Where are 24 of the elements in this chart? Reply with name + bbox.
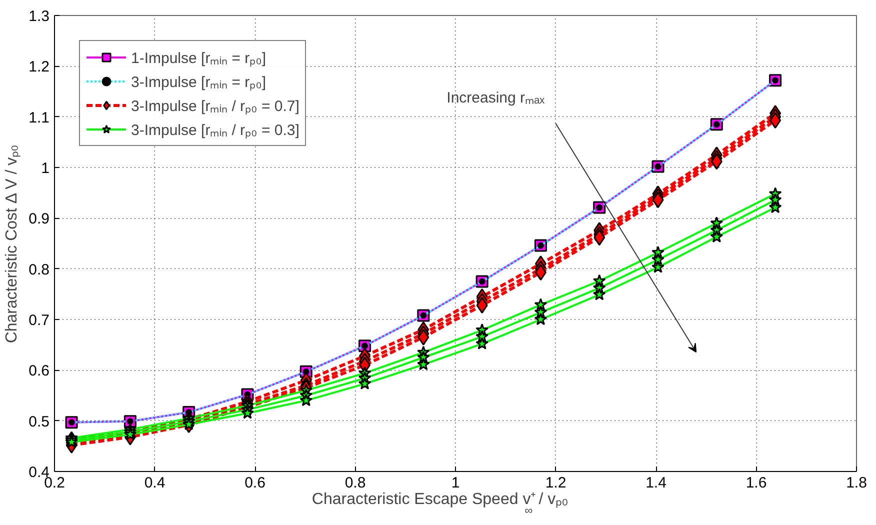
y-tick-label: 0.9	[28, 210, 50, 228]
y-tick-label: 0.8	[28, 261, 50, 278]
y-tick-label: 0.6	[28, 362, 50, 380]
y-tick-label: 1	[41, 160, 50, 177]
annotation: Increasing rₘₐₓ	[446, 90, 545, 107]
y-axis-title: Characteristic Cost Δ V / vₚ₀	[4, 144, 21, 344]
y-tick-label: 0.5	[28, 413, 50, 430]
x-tick-label: 1	[451, 474, 460, 492]
legend-label: 3-Impulse [rₘᵢₙ / rₚ₀ = 0.7]	[131, 97, 300, 115]
x-tick-label: 1.2	[545, 474, 566, 492]
y-tick-label: 1.3	[28, 8, 50, 25]
x-tick-label: 1.8	[846, 474, 867, 492]
legend-label: 1-Impulse [rₘᵢₙ = rₚ₀]	[131, 49, 266, 67]
x-tick-label: 0.4	[144, 474, 166, 492]
y-tick-label: 0.7	[28, 312, 50, 329]
x-tick-label: 1.4	[646, 474, 666, 492]
y-tick-label: 1.1	[28, 109, 50, 126]
x-tick-label: 1.6	[746, 474, 767, 492]
y-tick-label: 1.2	[28, 58, 50, 76]
x-axis-title: Characteristic Escape Speed v⁺∞ / vₚ₀	[312, 491, 568, 518]
legend-label: 3-Impulse [rₘᵢₙ / rₚ₀ = 0.3]	[131, 121, 300, 139]
legend-label: 3-Impulse [rₘᵢₙ = rₚ₀]	[131, 73, 266, 91]
x-tick-label: 0.6	[244, 474, 266, 492]
x-tick-label: 0.8	[344, 474, 366, 492]
